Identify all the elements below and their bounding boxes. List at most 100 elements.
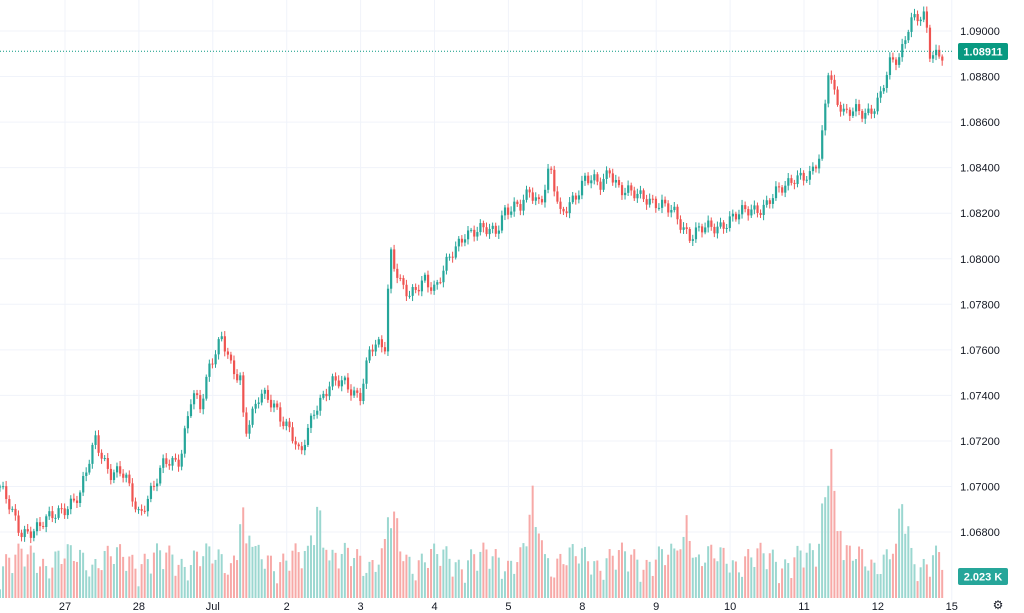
candle: [14, 504, 17, 521]
volume-bar: [156, 543, 159, 598]
candle: [550, 166, 553, 175]
candle: [220, 331, 223, 342]
candle: [414, 283, 417, 294]
candle: [177, 454, 180, 472]
candle: [777, 182, 781, 193]
candle-body: [642, 190, 645, 200]
volume-bar: [75, 561, 78, 598]
candle-body: [602, 178, 605, 190]
candle-body: [32, 531, 36, 538]
volume-bar: [319, 510, 322, 598]
candle: [808, 165, 811, 185]
volume-bar: [645, 559, 648, 598]
candle: [479, 219, 482, 236]
volume-bar: [82, 552, 85, 598]
candle-body: [907, 31, 910, 41]
candle-body: [654, 198, 658, 209]
candle-body: [460, 238, 464, 243]
candle-body: [580, 180, 584, 196]
candle-body: [467, 230, 470, 240]
volume-bar: [20, 548, 23, 598]
candle-body: [617, 179, 621, 186]
volume-bar: [833, 490, 836, 598]
candle-body: [842, 108, 845, 112]
candle-body: [470, 229, 473, 231]
candle: [553, 165, 556, 197]
candle-body: [439, 282, 442, 284]
candle-body: [63, 508, 66, 516]
candle: [29, 526, 32, 544]
candle-body: [913, 14, 916, 18]
candle-body: [199, 395, 202, 410]
volume-bar: [306, 545, 309, 598]
candle-body: [500, 215, 504, 231]
volume-bar: [759, 542, 762, 598]
volume-bar: [907, 526, 910, 598]
candle-body: [876, 97, 879, 112]
volume-bar: [790, 578, 793, 598]
candle: [614, 174, 618, 188]
volume-bar: [768, 553, 771, 598]
price-axis[interactable]: 1.09000 1.08800 1.08600 1.08400 1.08200 1.080…: [960, 26, 1000, 539]
volume-bar: [525, 546, 528, 598]
candle-body: [306, 427, 310, 445]
candle: [143, 505, 146, 514]
candle: [211, 358, 214, 369]
candle-body: [941, 56, 944, 61]
volume-bar: [513, 573, 516, 598]
candle: [313, 410, 316, 420]
candle-body: [380, 339, 383, 348]
candle: [858, 99, 861, 116]
volume-bar: [276, 583, 279, 598]
candle: [507, 203, 510, 220]
candle-body: [171, 457, 174, 466]
candle-body: [676, 206, 679, 220]
candle-body: [691, 239, 694, 241]
candle: [411, 284, 414, 302]
candle: [248, 420, 251, 439]
candle: [562, 206, 565, 215]
volume-bar: [507, 560, 510, 598]
volume-bar: [229, 563, 232, 598]
candle: [497, 225, 500, 239]
candle-body: [229, 354, 233, 361]
volume-bar: [72, 560, 75, 598]
candle: [162, 454, 165, 474]
candle-body: [931, 55, 935, 59]
candle-body: [143, 510, 146, 512]
candle: [620, 182, 624, 200]
volume-bar: [697, 554, 700, 598]
candle: [85, 467, 88, 482]
candle: [854, 98, 858, 117]
gear-icon[interactable]: ⚙: [992, 598, 1004, 612]
candle: [445, 253, 448, 275]
candle-body: [390, 249, 393, 289]
candle: [125, 472, 128, 483]
candle-body: [220, 336, 223, 340]
candle-body: [910, 17, 913, 32]
candle: [657, 203, 661, 211]
candle-body: [254, 403, 257, 409]
volume-bar: [479, 551, 482, 598]
candle: [196, 389, 199, 399]
candle-body: [762, 204, 765, 215]
candle: [300, 441, 303, 455]
candle-body: [836, 89, 839, 105]
candle-body: [294, 441, 297, 445]
volume-bar: [457, 559, 460, 598]
volume-bar: [744, 556, 747, 598]
candle: [263, 387, 266, 399]
time-axis[interactable]: 27 28 Jul 2 3 4 5 8 9 10 11 12 15: [59, 601, 958, 613]
volume-bar: [356, 549, 359, 598]
candle-body: [753, 205, 756, 210]
candle: [725, 223, 728, 233]
candle: [405, 279, 408, 302]
candle: [796, 170, 799, 188]
candle-body: [257, 402, 260, 404]
candle: [362, 378, 365, 405]
candle-body: [605, 170, 608, 179]
candle-body: [251, 408, 254, 425]
candle: [707, 215, 710, 233]
candle-body: [479, 223, 482, 233]
